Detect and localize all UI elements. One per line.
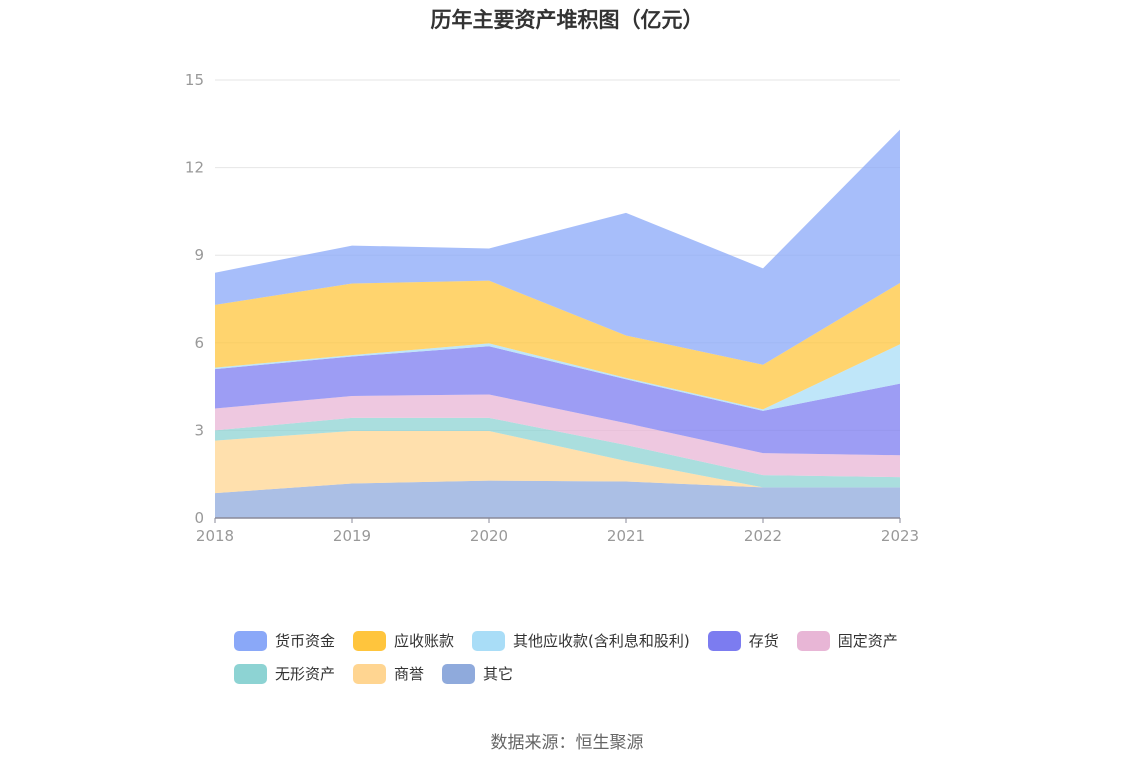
- x-tick-label: 2020: [470, 527, 508, 545]
- source-note: 数据来源：恒生聚源: [490, 733, 644, 753]
- y-tick-label: 0: [194, 509, 204, 527]
- legend-swatch: [234, 663, 267, 684]
- legend-swatch: [353, 630, 387, 651]
- x-tick-label: 2019: [333, 527, 371, 545]
- legend-label: 存货: [748, 632, 779, 650]
- legend-label: 无形资产: [275, 665, 336, 683]
- x-tick-label: 2022: [744, 527, 782, 545]
- stacked-area-chart: 0 3 6 9 12 15 2018 2019 2020 2021 2022 2023: [185, 71, 919, 545]
- legend-item[interactable]: 存货: [707, 630, 779, 651]
- legend-swatch: [234, 630, 267, 651]
- legend-item[interactable]: 商誉: [353, 663, 424, 684]
- x-tick-label: 2021: [607, 527, 645, 545]
- legend-swatch: [353, 663, 387, 684]
- legend-swatch: [796, 630, 830, 651]
- legend-label: 固定资产: [837, 632, 898, 650]
- y-tick-label: 9: [194, 246, 204, 264]
- x-tick-label: 2023: [881, 527, 919, 545]
- axes: 0 3 6 9 12 15 2018 2019 2020 2021 2022 2023: [185, 71, 919, 545]
- legend-swatch: [472, 630, 506, 651]
- y-tick-label: 3: [194, 421, 204, 439]
- legend-item[interactable]: 无形资产: [234, 663, 335, 684]
- area-series: [215, 480, 900, 518]
- x-tick-label: 2018: [196, 527, 234, 545]
- legend: 货币资金 应收账款 其他应收款(含利息和股利) 存货 固定资产 无形资产 商誉 …: [234, 630, 934, 684]
- area-series: [215, 280, 900, 410]
- legend-item[interactable]: 应收账款: [353, 630, 454, 651]
- area-series: [215, 394, 900, 478]
- legend-item[interactable]: 货币资金: [234, 630, 335, 651]
- area-series: [215, 417, 900, 488]
- legend-swatch: [707, 630, 741, 651]
- legend-item[interactable]: 其它: [442, 663, 513, 684]
- area-series: [215, 346, 900, 456]
- y-tick-label: 6: [194, 334, 204, 352]
- legend-item[interactable]: 其他应收款(含利息和股利): [472, 630, 690, 651]
- legend-label: 其它: [483, 665, 514, 683]
- chart-title: 历年主要资产堆积图（亿元）: [430, 8, 704, 32]
- legend-label: 应收账款: [394, 632, 455, 650]
- area-series-group: [215, 129, 900, 518]
- legend-label: 货币资金: [275, 632, 336, 650]
- legend-label: 商誉: [394, 665, 425, 683]
- y-tick-label: 15: [185, 71, 204, 89]
- area-series: [215, 129, 900, 365]
- legend-swatch: [442, 663, 476, 684]
- y-tick-label: 12: [185, 159, 204, 177]
- legend-item[interactable]: 固定资产: [796, 630, 898, 651]
- area-series: [215, 430, 900, 494]
- legend-label: 其他应收款(含利息和股利): [513, 632, 690, 650]
